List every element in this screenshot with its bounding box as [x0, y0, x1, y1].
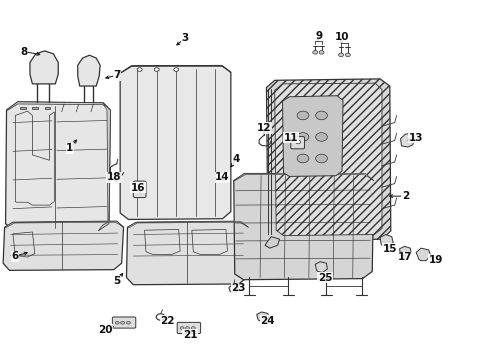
- Text: 9: 9: [314, 31, 322, 41]
- Text: 14: 14: [215, 172, 229, 182]
- Text: 4: 4: [232, 154, 240, 164]
- Text: 21: 21: [182, 330, 197, 340]
- Polygon shape: [228, 285, 238, 293]
- Text: 23: 23: [231, 283, 245, 293]
- Circle shape: [312, 50, 317, 54]
- Circle shape: [137, 68, 142, 71]
- Text: 17: 17: [397, 252, 412, 262]
- Polygon shape: [379, 234, 392, 246]
- Circle shape: [297, 133, 308, 141]
- Polygon shape: [98, 103, 110, 231]
- Bar: [20, 107, 26, 109]
- Polygon shape: [399, 246, 410, 257]
- Text: 8: 8: [20, 46, 28, 57]
- Circle shape: [126, 321, 130, 324]
- Circle shape: [315, 154, 327, 163]
- Circle shape: [297, 154, 308, 163]
- Polygon shape: [233, 174, 373, 280]
- Text: 25: 25: [317, 273, 331, 283]
- Circle shape: [319, 50, 324, 54]
- Polygon shape: [126, 221, 248, 285]
- Text: 7: 7: [113, 70, 120, 80]
- Text: 1: 1: [66, 143, 73, 153]
- Polygon shape: [233, 174, 373, 181]
- Text: 13: 13: [408, 133, 423, 143]
- Text: 3: 3: [181, 33, 188, 43]
- FancyBboxPatch shape: [177, 322, 200, 333]
- Text: 16: 16: [131, 183, 145, 193]
- Text: 19: 19: [427, 255, 442, 265]
- FancyBboxPatch shape: [112, 317, 136, 328]
- Polygon shape: [4, 221, 123, 227]
- Polygon shape: [5, 102, 110, 231]
- Text: 24: 24: [260, 316, 275, 325]
- Text: 6: 6: [12, 251, 19, 261]
- Text: 5: 5: [113, 276, 120, 286]
- Polygon shape: [274, 83, 381, 235]
- Polygon shape: [30, 51, 58, 84]
- Text: 2: 2: [401, 191, 408, 201]
- Circle shape: [315, 111, 327, 120]
- Polygon shape: [127, 221, 248, 227]
- Polygon shape: [6, 102, 110, 110]
- Circle shape: [173, 68, 178, 71]
- Text: 18: 18: [106, 172, 121, 182]
- Circle shape: [295, 140, 300, 144]
- Text: 12: 12: [256, 123, 271, 133]
- Polygon shape: [415, 248, 430, 261]
- Circle shape: [345, 53, 349, 57]
- Text: 11: 11: [283, 133, 298, 143]
- Bar: [32, 107, 38, 109]
- Polygon shape: [120, 66, 230, 220]
- Polygon shape: [315, 262, 327, 273]
- Polygon shape: [120, 65, 230, 73]
- Polygon shape: [266, 79, 390, 242]
- Bar: [44, 107, 50, 109]
- Polygon shape: [282, 96, 342, 176]
- Polygon shape: [78, 55, 100, 86]
- Polygon shape: [256, 312, 268, 321]
- Circle shape: [191, 327, 195, 329]
- Text: 15: 15: [382, 244, 396, 254]
- FancyBboxPatch shape: [133, 181, 146, 198]
- Circle shape: [180, 327, 183, 329]
- Circle shape: [338, 53, 343, 57]
- Circle shape: [154, 68, 159, 71]
- Circle shape: [297, 111, 308, 120]
- Polygon shape: [400, 134, 414, 147]
- Circle shape: [115, 321, 119, 324]
- Circle shape: [185, 327, 189, 329]
- Circle shape: [315, 133, 327, 141]
- Text: 10: 10: [334, 32, 348, 42]
- Circle shape: [156, 314, 164, 320]
- Circle shape: [86, 68, 92, 73]
- Text: 22: 22: [160, 316, 174, 325]
- Polygon shape: [264, 237, 279, 248]
- Text: 20: 20: [98, 325, 113, 335]
- Polygon shape: [3, 221, 123, 270]
- FancyBboxPatch shape: [290, 136, 304, 149]
- Circle shape: [121, 321, 124, 324]
